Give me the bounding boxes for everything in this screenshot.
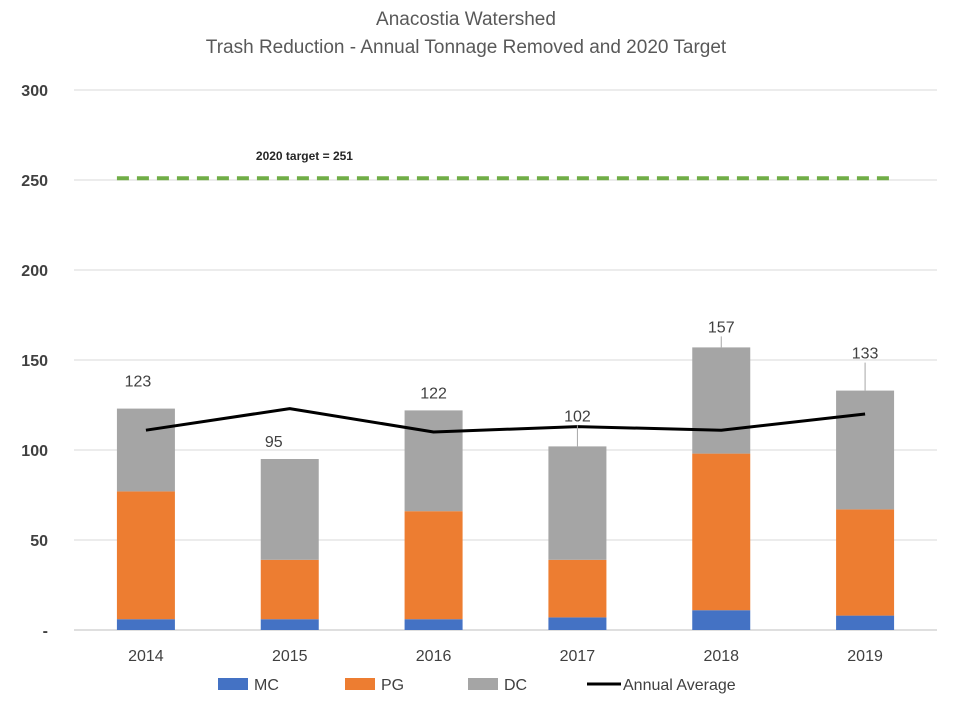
y-tick-label: 50 — [30, 533, 48, 550]
chart-subtitle: Trash Reduction - Annual Tonnage Removed… — [206, 37, 727, 58]
y-tick-label: 150 — [21, 353, 48, 370]
bar-dc — [404, 410, 463, 512]
target-line-group: 2020 target = 251 — [116, 149, 895, 181]
y-tick-label: - — [43, 623, 48, 640]
bar-mc — [548, 617, 607, 630]
y-tick-label: 300 — [21, 83, 48, 100]
annual-average-line — [145, 407, 866, 434]
x-tick-label: 2015 — [272, 648, 308, 665]
total-label: 133 — [852, 346, 879, 363]
bar-pg — [404, 511, 463, 620]
legend: MC PG DC Annual Average — [218, 677, 736, 694]
gridlines — [74, 89, 937, 631]
y-tick-label: 100 — [21, 443, 48, 460]
y-axis-ticks: - 50 100 150 200 250 300 — [21, 83, 48, 640]
bar-dc — [692, 347, 751, 454]
y-tick-label: 200 — [21, 263, 48, 280]
x-tick-label: 2016 — [416, 648, 452, 665]
total-label: 122 — [420, 385, 447, 402]
legend-label: Annual Average — [623, 677, 736, 694]
legend-swatch-mc — [218, 678, 248, 690]
legend-label: PG — [381, 677, 404, 694]
bars — [116, 347, 895, 630]
bar-pg — [116, 491, 175, 620]
bar-mc — [116, 619, 175, 630]
total-label: 102 — [564, 408, 591, 425]
total-label: 157 — [708, 319, 735, 336]
bar-mc — [404, 619, 463, 630]
bar-pg — [836, 509, 895, 616]
total-labels: 123 95 122 102 157 133 — [125, 319, 879, 451]
bar-dc — [548, 446, 607, 560]
x-tick-label: 2017 — [560, 648, 596, 665]
bar-dc — [116, 408, 175, 492]
x-tick-label: 2019 — [847, 648, 883, 665]
chart-title: Anacostia Watershed — [376, 9, 556, 30]
target-label: 2020 target = 251 — [256, 149, 353, 163]
bar-mc — [836, 615, 895, 630]
legend-swatch-pg — [345, 678, 375, 690]
legend-label: DC — [504, 677, 527, 694]
legend-swatch-dc — [468, 678, 498, 690]
bar-mc — [692, 610, 751, 630]
bar-dc — [260, 459, 319, 560]
total-label: 123 — [125, 374, 152, 391]
bar-pg — [692, 453, 751, 611]
y-tick-label: 250 — [21, 173, 48, 190]
x-axis-ticks: 2014 2015 2016 2017 2018 2019 — [128, 648, 883, 665]
total-label: 95 — [265, 434, 283, 451]
bar-pg — [260, 559, 319, 620]
annual-average-line-group — [145, 407, 866, 434]
bar-dc — [836, 390, 895, 510]
x-tick-label: 2014 — [128, 648, 164, 665]
x-tick-label: 2018 — [703, 648, 739, 665]
legend-label: MC — [254, 677, 279, 694]
bar-mc — [260, 619, 319, 630]
bar-pg — [548, 559, 607, 618]
